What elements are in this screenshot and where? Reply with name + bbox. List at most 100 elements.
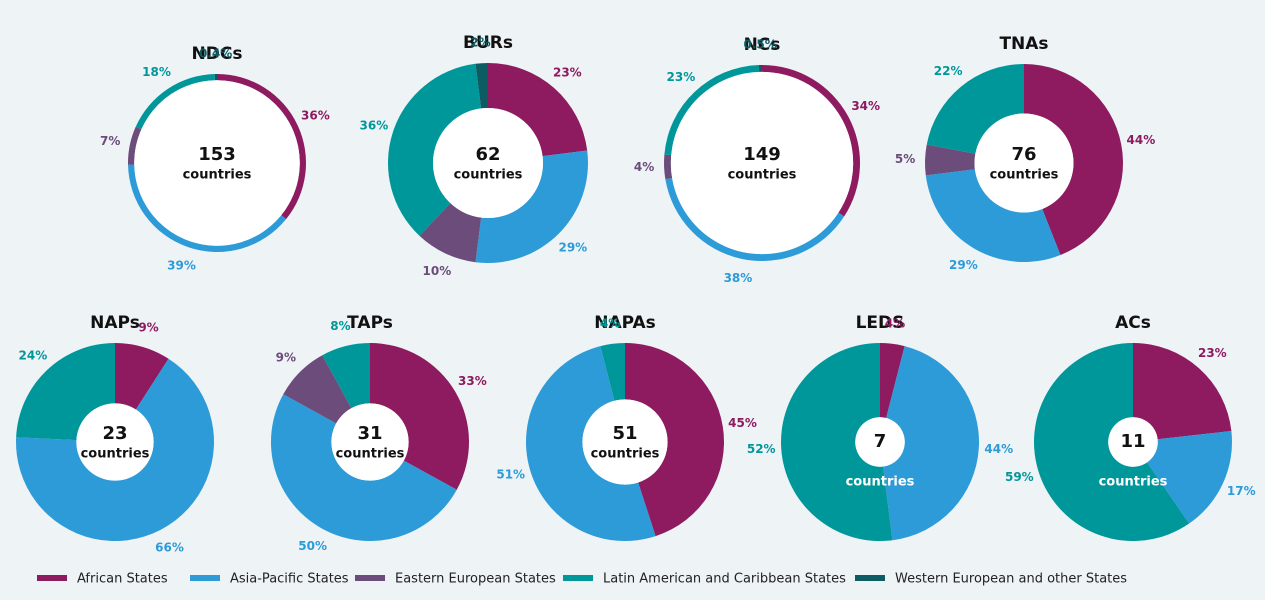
data-label: 44% xyxy=(1127,133,1156,147)
donut-segment xyxy=(526,346,656,541)
data-label: 44% xyxy=(984,442,1013,456)
donut-segment xyxy=(924,144,976,176)
center-label: countries xyxy=(728,168,797,183)
center-label: countries xyxy=(81,447,150,462)
donut-segment xyxy=(781,343,893,541)
donut-segment xyxy=(370,343,469,490)
donut-segment xyxy=(283,355,352,424)
data-label: 23% xyxy=(667,70,696,84)
data-label: 51% xyxy=(496,468,525,482)
legend-label: Western European and other States xyxy=(895,572,1127,587)
donut-segment xyxy=(387,63,482,236)
donut-segment xyxy=(926,63,1024,154)
donut-segment xyxy=(883,346,980,541)
chart-title: NCs xyxy=(744,35,781,55)
data-label: 52% xyxy=(747,442,776,456)
legend-swatch xyxy=(563,575,593,581)
data-label: 4% xyxy=(634,160,654,174)
data-label: 29% xyxy=(949,258,978,272)
center-label: countries xyxy=(183,168,252,183)
donut-segment xyxy=(15,358,214,541)
donut-hole xyxy=(855,417,905,467)
chart-title: NDCs xyxy=(192,44,243,64)
donut-segment xyxy=(664,154,673,180)
donut-segment xyxy=(322,343,370,409)
donut-segment xyxy=(880,343,905,419)
center-label: countries xyxy=(454,168,523,183)
legend-label: Latin American and Caribbean States xyxy=(603,572,846,587)
data-label: 36% xyxy=(360,118,389,132)
data-label: 36% xyxy=(301,109,330,123)
center-label: countries xyxy=(336,447,405,462)
data-label: 33% xyxy=(458,374,487,388)
donut-hole xyxy=(331,403,409,481)
donut-hole xyxy=(134,80,300,246)
center-value: 7 xyxy=(874,431,887,452)
data-label: 0.5% xyxy=(743,38,776,52)
donut-segment xyxy=(925,169,1061,263)
data-label: 59% xyxy=(1005,470,1034,484)
donut-segment xyxy=(664,65,760,156)
data-label: 4% xyxy=(600,316,620,330)
data-label: 23% xyxy=(1198,346,1227,360)
data-label: 18% xyxy=(142,65,171,79)
donut-segment xyxy=(115,343,169,410)
donut-segment xyxy=(475,63,488,109)
data-label: 4% xyxy=(885,316,905,330)
donut-hole xyxy=(433,108,543,218)
donut-segment xyxy=(1133,343,1232,440)
data-label: 9% xyxy=(138,320,158,334)
donut-hole xyxy=(1108,417,1158,467)
donut-hole xyxy=(76,403,154,481)
data-label: 17% xyxy=(1227,484,1256,498)
chart-title: LEDS xyxy=(856,313,905,333)
donut-segment xyxy=(1147,431,1232,524)
donut-hole xyxy=(974,113,1074,213)
donut-segment xyxy=(475,150,588,263)
center-value: 31 xyxy=(357,423,382,444)
donut-segment xyxy=(1024,64,1123,256)
center-value: 149 xyxy=(743,144,781,165)
donut-segment xyxy=(488,63,588,157)
data-label: 50% xyxy=(298,539,327,553)
legend-label: Asia-Pacific States xyxy=(230,572,349,587)
data-label: 2% xyxy=(470,36,490,50)
center-value: 23 xyxy=(102,423,127,444)
legend-swatch xyxy=(190,575,220,581)
donut-segment xyxy=(665,178,845,261)
center-label: countries xyxy=(1099,475,1168,490)
donut-segment xyxy=(128,126,142,165)
center-label: countries xyxy=(990,168,1059,183)
data-label: 8% xyxy=(330,319,350,333)
legend-label: African States xyxy=(77,572,168,587)
legend-swatch xyxy=(855,575,885,581)
data-label: 24% xyxy=(19,348,48,362)
donut-segment xyxy=(600,343,625,401)
donut-segment xyxy=(758,65,762,72)
donut-segment xyxy=(128,164,287,252)
data-label: 22% xyxy=(934,64,963,78)
donut-segment xyxy=(135,74,215,130)
donut-segment xyxy=(214,74,217,81)
center-value: 11 xyxy=(1120,431,1145,452)
data-label: 39% xyxy=(167,259,196,273)
data-label: 45% xyxy=(728,416,757,430)
donut-segment xyxy=(217,74,306,220)
center-value: 62 xyxy=(475,144,500,165)
data-label: 29% xyxy=(558,240,587,254)
legend-label: Eastern European States xyxy=(395,572,556,587)
donut-segment xyxy=(1034,343,1190,541)
data-label: 0.4% xyxy=(199,47,232,61)
data-label: 9% xyxy=(276,350,296,364)
data-label: 23% xyxy=(553,65,582,79)
center-value: 51 xyxy=(612,423,637,444)
center-label: countries xyxy=(846,475,915,490)
data-label: 34% xyxy=(851,99,880,113)
donut-segment xyxy=(625,343,724,537)
legend-swatch xyxy=(355,575,385,581)
donut-segment xyxy=(762,65,860,217)
donut-segment xyxy=(419,203,482,263)
donut-hole xyxy=(582,399,668,485)
chart-title: TNAs xyxy=(999,34,1048,54)
